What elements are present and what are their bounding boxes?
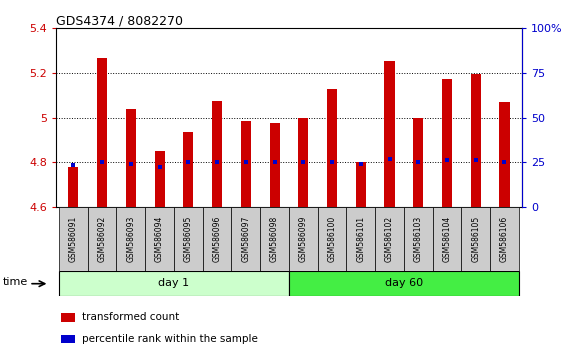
Bar <box>61 335 75 343</box>
Bar <box>384 61 394 207</box>
Text: GSM586099: GSM586099 <box>299 216 308 262</box>
Point <box>98 160 107 165</box>
Text: GSM586092: GSM586092 <box>98 216 107 262</box>
Text: GSM586100: GSM586100 <box>328 216 337 262</box>
Point <box>500 160 509 165</box>
Point <box>184 160 193 165</box>
Point <box>155 164 164 170</box>
Point <box>69 162 78 167</box>
Bar <box>404 207 433 271</box>
Bar <box>212 101 222 207</box>
Text: GDS4374 / 8082270: GDS4374 / 8082270 <box>56 14 183 27</box>
Text: GSM586106: GSM586106 <box>500 216 509 262</box>
Text: GSM586103: GSM586103 <box>414 216 423 262</box>
Bar <box>203 207 232 271</box>
Text: day 60: day 60 <box>385 278 423 288</box>
Bar <box>442 79 452 207</box>
Bar <box>241 121 251 207</box>
Bar <box>145 207 174 271</box>
Point <box>471 157 480 163</box>
Bar <box>260 207 289 271</box>
Bar <box>269 123 279 207</box>
Text: GSM586098: GSM586098 <box>270 216 279 262</box>
Bar <box>499 102 509 207</box>
Bar <box>375 207 404 271</box>
Point <box>213 160 222 165</box>
Bar <box>97 58 107 207</box>
Text: GSM586102: GSM586102 <box>385 216 394 262</box>
Bar <box>68 167 79 207</box>
Point <box>356 161 365 166</box>
Text: transformed count: transformed count <box>82 313 179 322</box>
Bar <box>183 132 194 207</box>
Text: GSM586093: GSM586093 <box>126 216 135 262</box>
Point <box>328 160 337 165</box>
Text: GSM586095: GSM586095 <box>184 216 193 262</box>
Point <box>126 161 135 166</box>
Bar <box>126 109 136 207</box>
Text: GSM586091: GSM586091 <box>69 216 78 262</box>
Bar <box>289 207 318 271</box>
Point <box>443 157 452 163</box>
Bar <box>88 207 117 271</box>
Bar <box>413 118 424 207</box>
Point <box>299 160 308 165</box>
Point <box>385 156 394 162</box>
Bar <box>327 88 337 207</box>
Bar <box>289 271 519 296</box>
Text: GSM586094: GSM586094 <box>155 216 164 262</box>
Text: day 1: day 1 <box>158 278 190 288</box>
Text: time: time <box>3 277 28 287</box>
Bar <box>490 207 519 271</box>
Point <box>414 160 423 165</box>
Point <box>241 160 250 165</box>
Text: GSM586104: GSM586104 <box>443 216 452 262</box>
Bar <box>61 313 75 322</box>
Bar <box>232 207 260 271</box>
Bar <box>59 207 88 271</box>
Bar <box>298 118 309 207</box>
Bar <box>59 271 289 296</box>
Bar <box>154 151 164 207</box>
Bar <box>471 74 481 207</box>
Bar <box>117 207 145 271</box>
Text: GSM586097: GSM586097 <box>241 216 250 262</box>
Bar <box>433 207 461 271</box>
Text: GSM586105: GSM586105 <box>471 216 480 262</box>
Bar <box>318 207 346 271</box>
Point <box>270 160 279 165</box>
Text: GSM586096: GSM586096 <box>213 216 222 262</box>
Bar <box>174 207 203 271</box>
Bar <box>356 162 366 207</box>
Bar <box>461 207 490 271</box>
Text: percentile rank within the sample: percentile rank within the sample <box>82 334 257 344</box>
Text: GSM586101: GSM586101 <box>356 216 365 262</box>
Bar <box>346 207 375 271</box>
